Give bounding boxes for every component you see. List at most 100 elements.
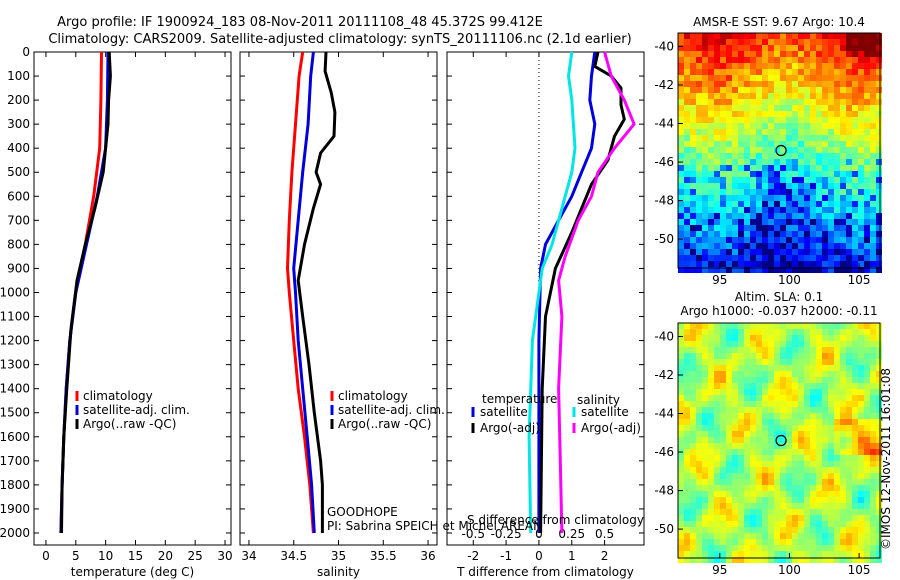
map-cell xyxy=(720,485,726,491)
map-cell xyxy=(768,461,774,467)
map-cell xyxy=(798,347,804,353)
map-cell xyxy=(774,111,780,117)
map-cell xyxy=(870,521,876,527)
map-cell xyxy=(816,377,822,383)
map-y-tick-label: -42 xyxy=(654,368,674,382)
map-cell xyxy=(744,419,750,425)
map-cell xyxy=(708,243,714,249)
map-cell xyxy=(756,377,762,383)
map-cell xyxy=(696,213,702,219)
map-cell xyxy=(678,533,684,539)
map-cell xyxy=(702,207,708,213)
map-cell xyxy=(774,515,780,521)
map-cell xyxy=(744,359,750,365)
map-cell xyxy=(792,383,798,389)
map-cell xyxy=(714,461,720,467)
map-cell xyxy=(678,509,684,515)
map-cell xyxy=(702,479,708,485)
map-cell xyxy=(774,93,780,99)
map-cell xyxy=(768,503,774,509)
map-cell xyxy=(714,539,720,545)
map-cell xyxy=(762,383,768,389)
map-cell xyxy=(738,485,744,491)
map-cell xyxy=(684,509,690,515)
difference-profile-panel: -2 -1 0 1 2-0.5 -0.25 0 0.25 0.5T difference fro… xyxy=(446,51,645,579)
map-cell xyxy=(720,237,726,243)
map-cell xyxy=(732,527,738,533)
map-cell xyxy=(714,147,720,153)
map-cell xyxy=(780,93,786,99)
map-cell xyxy=(804,135,810,141)
map-cell xyxy=(876,141,882,147)
map-cell xyxy=(852,75,858,81)
map-cell xyxy=(876,147,882,153)
map-cell xyxy=(708,39,714,45)
map-cell xyxy=(810,135,816,141)
map-cell xyxy=(738,69,744,75)
map-cell xyxy=(864,153,870,159)
map-cell xyxy=(750,443,756,449)
map-cell xyxy=(678,135,684,141)
map-cell xyxy=(678,111,684,117)
map-cell xyxy=(870,557,876,563)
map-cell xyxy=(786,341,792,347)
legend-label: Argo(..raw -QC) xyxy=(338,417,431,431)
map-cell xyxy=(684,111,690,117)
x-tick-label: 30 xyxy=(217,549,232,563)
map-cell xyxy=(834,39,840,45)
map-cell xyxy=(732,117,738,123)
map-cell xyxy=(690,479,696,485)
map-cell xyxy=(870,231,876,237)
map-cell xyxy=(726,183,732,189)
map-cell xyxy=(684,401,690,407)
map-cell xyxy=(780,87,786,93)
map-cell xyxy=(690,515,696,521)
map-cell xyxy=(714,99,720,105)
map-cell xyxy=(780,359,786,365)
map-cell xyxy=(846,527,852,533)
map-cell xyxy=(696,365,702,371)
map-cell xyxy=(678,39,684,45)
map-cell xyxy=(702,377,708,383)
map-cell xyxy=(810,467,816,473)
map-cell xyxy=(846,135,852,141)
map-cell xyxy=(804,467,810,473)
y-tick-label: 400 xyxy=(7,141,30,155)
map-cell xyxy=(750,225,756,231)
map-cell xyxy=(834,249,840,255)
map-cell xyxy=(750,117,756,123)
map-cell xyxy=(756,467,762,473)
map-cell xyxy=(846,201,852,207)
map-cell xyxy=(876,159,882,165)
map-cell xyxy=(762,323,768,329)
map-cell xyxy=(720,111,726,117)
map-cell xyxy=(864,213,870,219)
map-cell xyxy=(678,87,684,93)
map-cell xyxy=(756,195,762,201)
map-cell xyxy=(714,449,720,455)
map-cell xyxy=(834,383,840,389)
map-cell xyxy=(834,87,840,93)
map-cell xyxy=(792,479,798,485)
map-cell xyxy=(846,45,852,51)
map-cell xyxy=(744,237,750,243)
map-cell xyxy=(846,467,852,473)
map-cell xyxy=(756,335,762,341)
map-cell xyxy=(858,249,864,255)
map-cell xyxy=(732,171,738,177)
map-cell xyxy=(828,123,834,129)
map-cell xyxy=(708,75,714,81)
map-cell xyxy=(798,111,804,117)
map-cell xyxy=(804,69,810,75)
map-cell xyxy=(858,377,864,383)
argo-position-marker xyxy=(775,434,787,447)
map-cell xyxy=(852,135,858,141)
map-cell xyxy=(726,213,732,219)
map-cell xyxy=(738,261,744,267)
map-cell xyxy=(738,335,744,341)
map-cell xyxy=(750,177,756,183)
map-cell xyxy=(702,557,708,563)
map-cell xyxy=(678,395,684,401)
map-cell xyxy=(840,491,846,497)
map-cell xyxy=(690,243,696,249)
